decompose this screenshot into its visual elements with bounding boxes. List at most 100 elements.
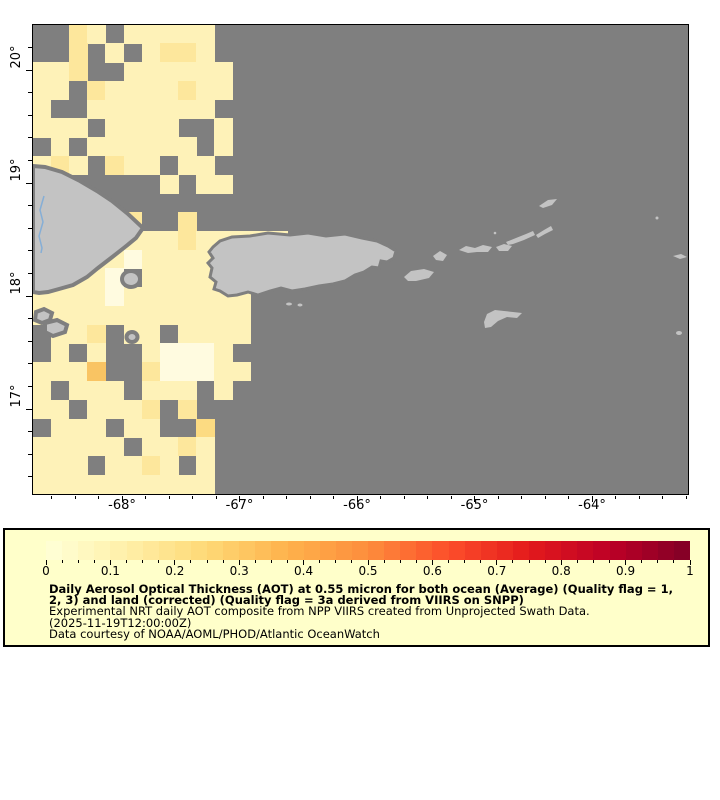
aot-cell bbox=[105, 474, 124, 494]
aot-cell bbox=[141, 324, 161, 344]
aot-cell bbox=[105, 399, 124, 419]
aot-cell bbox=[68, 287, 88, 307]
lat-minor-tick bbox=[28, 476, 32, 478]
island-mona bbox=[119, 268, 142, 289]
aot-cell bbox=[105, 305, 124, 326]
lat-minor-tick bbox=[28, 159, 32, 161]
aot-cell bbox=[105, 137, 124, 157]
lon-major-tick bbox=[239, 495, 240, 502]
aot-cell bbox=[105, 99, 124, 119]
lon-minor-tick bbox=[662, 495, 663, 499]
colorbar-segment bbox=[529, 541, 546, 560]
colorbar-segment bbox=[625, 541, 643, 560]
island-vieques bbox=[403, 268, 434, 281]
colorbar-segment bbox=[239, 541, 256, 560]
colorbar-minor-tick bbox=[190, 560, 192, 563]
aot-cell bbox=[68, 24, 88, 44]
lat-minor-tick bbox=[28, 385, 32, 387]
lat-major-tick bbox=[25, 408, 32, 410]
colorbar-segment bbox=[384, 541, 401, 560]
land-puerto-rico bbox=[205, 230, 398, 298]
aot-cell bbox=[178, 362, 197, 382]
aot-cell bbox=[141, 230, 161, 251]
colorbar-major-tick bbox=[109, 560, 111, 565]
lat-minor-tick bbox=[28, 92, 32, 94]
aot-cell bbox=[141, 437, 161, 457]
aot-cell bbox=[105, 118, 124, 138]
lat-minor-tick bbox=[28, 114, 32, 116]
aot-cell bbox=[141, 380, 161, 401]
aot-cell bbox=[141, 62, 161, 82]
colorbar-tick-label: 0.9 bbox=[616, 564, 636, 578]
aot-cell bbox=[196, 305, 215, 326]
aot-cell bbox=[214, 343, 234, 363]
aot-cell bbox=[50, 362, 70, 382]
colorbar-segment bbox=[94, 541, 111, 560]
aot-cell bbox=[159, 287, 179, 307]
aot-cell bbox=[68, 305, 88, 326]
lon-minor-tick bbox=[450, 495, 452, 499]
aot-cell bbox=[123, 456, 143, 476]
lon-minor-tick bbox=[497, 495, 499, 499]
aot-cell bbox=[159, 137, 179, 157]
lat-minor-tick bbox=[28, 431, 32, 433]
aot-cell bbox=[50, 137, 70, 157]
lon-minor-tick bbox=[262, 495, 264, 499]
aot-cell bbox=[159, 99, 179, 119]
aot-cell bbox=[87, 474, 106, 494]
aot-cell bbox=[196, 230, 215, 251]
aot-cell bbox=[196, 456, 215, 476]
lon-tick-label: -64° bbox=[578, 498, 606, 513]
aot-cell bbox=[141, 249, 161, 269]
aot-cell bbox=[32, 399, 52, 419]
aot-cell bbox=[87, 80, 106, 101]
aot-cell bbox=[50, 437, 70, 457]
lat-minor-tick bbox=[28, 46, 32, 48]
colorbar-segment bbox=[480, 541, 498, 560]
aot-cell bbox=[141, 118, 161, 138]
aot-cell bbox=[196, 99, 215, 119]
aot-cell bbox=[196, 287, 215, 307]
lat-minor-tick bbox=[28, 340, 32, 342]
aot-cell bbox=[159, 343, 179, 363]
aot-cell bbox=[141, 155, 161, 176]
aot-cell bbox=[68, 437, 88, 457]
aot-cell bbox=[214, 137, 234, 157]
colorbar-major-tick bbox=[174, 560, 176, 565]
aot-cell bbox=[105, 43, 124, 63]
lat-minor-tick bbox=[28, 205, 32, 207]
aot-cell bbox=[214, 174, 234, 194]
aot-cell bbox=[32, 474, 52, 494]
island-st-thomas bbox=[458, 244, 492, 253]
aot-cell bbox=[68, 43, 88, 63]
colorbar-major-tick bbox=[238, 560, 240, 565]
aot-cell bbox=[87, 399, 106, 419]
aot-cell bbox=[141, 43, 161, 63]
lat-minor-tick bbox=[28, 272, 32, 274]
aot-cell bbox=[87, 99, 106, 119]
lon-minor-tick bbox=[215, 495, 217, 499]
lon-minor-tick bbox=[98, 495, 99, 499]
aot-cell bbox=[159, 43, 179, 63]
colorbar-tick-label: 0.6 bbox=[422, 564, 442, 578]
aot-cell bbox=[123, 249, 143, 269]
aot-cell bbox=[141, 305, 161, 326]
colorbar-minor-tick bbox=[512, 560, 514, 563]
aot-cell bbox=[196, 343, 215, 363]
colorbar-tick-label: 1 bbox=[686, 564, 694, 578]
lon-minor-tick bbox=[521, 495, 522, 499]
aot-cell bbox=[123, 137, 143, 157]
colorbar-minor-tick bbox=[415, 560, 417, 563]
aot-cell bbox=[123, 118, 143, 138]
legend-panel: 0 0.1 0.2 0.3 0.4 0.5 0.6 0.7 0.8 0.9 1 Daily Aero… bbox=[3, 528, 710, 647]
colorbar-minor-tick bbox=[383, 560, 385, 563]
aot-cell bbox=[214, 118, 234, 138]
lon-minor-tick bbox=[51, 495, 52, 499]
aot-cell bbox=[68, 324, 88, 344]
legend-timestamp: (2025-11-19T12:00:00Z) bbox=[49, 615, 192, 630]
aot-cell bbox=[178, 268, 197, 288]
aot-cell bbox=[196, 418, 215, 438]
colorbar-minor-tick bbox=[93, 560, 95, 563]
colorbar-minor-tick bbox=[448, 560, 449, 563]
island-tortola bbox=[505, 230, 535, 245]
